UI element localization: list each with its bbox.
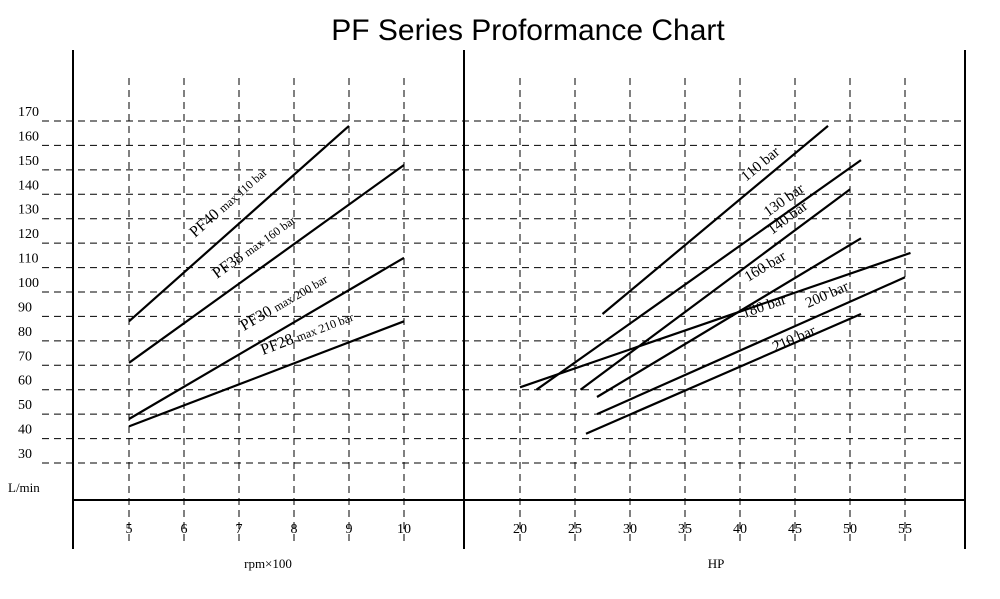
x-tick-label: 35 (678, 522, 692, 537)
x-tick-labels: 5 6 7 8 9 10 20 25 30 35 40 45 50 55 (126, 522, 913, 537)
y-tick-label: 100 (18, 276, 39, 291)
series-label: 210 bar (770, 323, 818, 356)
x-tick-label: 10 (397, 522, 411, 537)
y-tick-label: 120 (18, 227, 39, 242)
series-line (128, 125, 350, 323)
y-tick-label: 80 (18, 325, 32, 340)
chart-frame (72, 50, 966, 549)
y-tick-label: 140 (18, 178, 39, 193)
x-tick-label: 9 (346, 522, 353, 537)
y-tick-label: 160 (18, 129, 39, 144)
y-tick-label: 150 (18, 154, 39, 169)
x-tick-label: 50 (843, 522, 857, 537)
x-tick-label: 25 (568, 522, 582, 537)
y-tick-label: 90 (18, 300, 32, 315)
y-tick-label: 60 (18, 374, 32, 389)
chart-title: PF Series Proformance Chart (331, 14, 725, 47)
x-axis-label-rpm: rpm×100 (244, 556, 292, 571)
x-tick-label: 55 (898, 522, 912, 537)
x-tick-label: 45 (788, 522, 802, 537)
grid (42, 78, 965, 545)
x-tick-label: 40 (733, 522, 747, 537)
series-line (128, 164, 405, 364)
y-tick-label: 130 (18, 203, 39, 218)
y-tick-labels: 30 40 50 60 70 80 90 100 110 120 130 140 150 160 170 (18, 105, 39, 462)
y-axis-label: L/min (8, 480, 40, 495)
y-tick-label: 110 (18, 252, 38, 267)
series-line (596, 237, 862, 398)
y-tick-label: 70 (18, 349, 32, 364)
series-label: 200 bar (803, 279, 851, 312)
series-line (128, 256, 405, 420)
x-tick-label: 6 (181, 522, 188, 537)
y-tick-label: 40 (18, 423, 32, 438)
x-tick-label: 7 (236, 522, 243, 537)
x-tick-label: 8 (291, 522, 298, 537)
series-line (601, 125, 829, 315)
series-line (519, 251, 911, 389)
y-tick-label: 50 (18, 398, 32, 413)
x-tick-label: 30 (623, 522, 637, 537)
curves (128, 125, 911, 435)
series-line (596, 276, 906, 416)
y-tick-label: 30 (18, 447, 32, 462)
y-tick-label: 170 (18, 105, 39, 120)
series-label: 160 bar (742, 248, 789, 285)
series-label: PF40max 110 bar (186, 164, 270, 241)
x-axis-label-hp: HP (708, 556, 725, 571)
x-tick-label: 5 (126, 522, 133, 537)
series-line (128, 320, 405, 428)
series-line (579, 188, 851, 391)
series-label: 110 bar (738, 144, 783, 185)
x-tick-label: 20 (513, 522, 527, 537)
series-line (535, 159, 862, 391)
series-line (585, 312, 862, 435)
